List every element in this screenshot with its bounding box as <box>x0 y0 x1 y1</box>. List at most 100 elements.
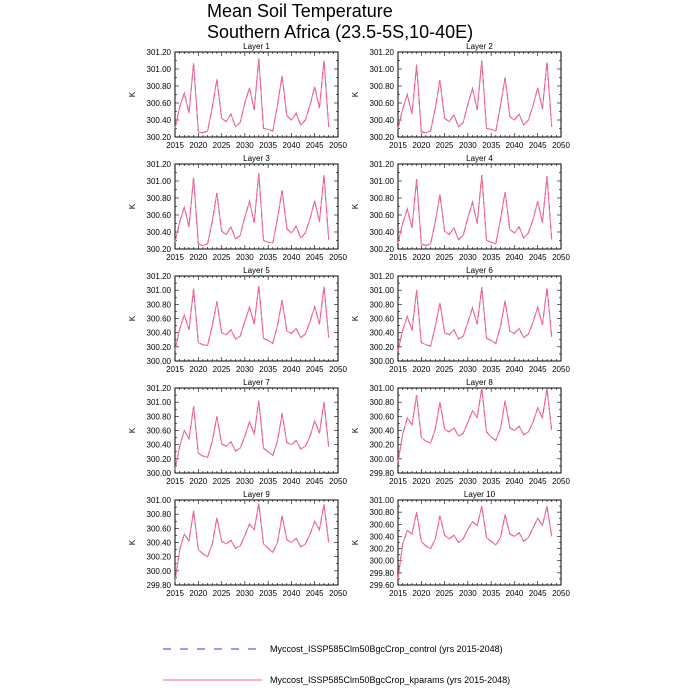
y-tick-label: 300.40 <box>370 532 395 541</box>
panel-layer-6: Layer 6 K 2015 2020 2025 2030 2035 2040 2045 2050… <box>351 266 570 374</box>
series-line-control <box>397 505 553 579</box>
x-tick-label: 2025 <box>436 365 454 374</box>
x-tick-label: 2035 <box>482 141 500 150</box>
y-axis-label: K <box>128 203 137 209</box>
y-tick-label: 301.00 <box>370 177 395 186</box>
y-tick-label: 300.20 <box>370 245 395 254</box>
y-tick-label: 300.20 <box>370 133 395 142</box>
y-tick-label: 300.60 <box>147 315 172 324</box>
y-tick-label: 300.80 <box>147 510 172 519</box>
panel-layer-1: Layer 1 K 2015 2020 2025 2030 2035 2040 2045 2050… <box>128 42 347 150</box>
y-tick-label: 300.40 <box>147 441 172 450</box>
y-tick-label: 300.40 <box>147 116 172 125</box>
y-tick-label: 301.20 <box>370 48 395 57</box>
x-tick-label: 2050 <box>329 141 347 150</box>
x-tick-label: 2050 <box>329 365 347 374</box>
y-tick-label: 299.80 <box>370 469 395 478</box>
x-tick-label: 2020 <box>412 253 430 262</box>
y-tick-label: 300.20 <box>147 553 172 562</box>
y-tick-label: 300.40 <box>370 116 395 125</box>
figure-title-line2: Southern Africa (23.5-5S,10-40E) <box>207 22 473 42</box>
x-tick-label: 2050 <box>329 253 347 262</box>
y-tick-label: 300.60 <box>370 315 395 324</box>
panel-title: Layer 10 <box>464 490 496 499</box>
y-tick-label: 300.80 <box>370 300 395 309</box>
x-tick-label: 2050 <box>552 365 570 374</box>
x-tick-label: 2025 <box>436 589 454 598</box>
plot-frame <box>174 499 339 586</box>
x-tick-label: 2035 <box>482 253 500 262</box>
y-axis-label: K <box>351 203 360 209</box>
y-axis-label: K <box>351 315 360 321</box>
series-line-kparams <box>174 285 330 351</box>
series-line-control <box>174 400 330 470</box>
panel-layer-2: Layer 2 K 2015 2020 2025 2030 2035 2040 2045 2050… <box>351 42 570 150</box>
y-tick-label: 300.80 <box>147 194 172 203</box>
y-axis-label: K <box>351 427 360 433</box>
plot-frame <box>174 387 339 474</box>
panel-layer-5: Layer 5 K 2015 2020 2025 2030 2035 2040 2045 2050… <box>128 266 347 374</box>
x-tick-label: 2020 <box>189 477 207 486</box>
x-tick-label: 2045 <box>529 365 547 374</box>
plot-frame <box>174 51 339 138</box>
x-tick-label: 2015 <box>166 141 184 150</box>
x-tick-label: 2030 <box>459 141 477 150</box>
x-tick-label: 2025 <box>436 253 454 262</box>
x-tick-label: 2035 <box>259 365 277 374</box>
x-tick-label: 2030 <box>459 365 477 374</box>
y-tick-label: 300.80 <box>147 412 172 421</box>
x-tick-label: 2025 <box>213 253 231 262</box>
y-tick-label: 301.00 <box>370 65 395 74</box>
x-tick-label: 2030 <box>236 253 254 262</box>
y-tick-label: 300.40 <box>370 329 395 338</box>
panel-title: Layer 3 <box>243 154 270 163</box>
series-line-kparams <box>174 400 330 470</box>
legend-label-kparams: Myccost_ISSP585Clm50BgcCrop_kparams (yrs… <box>270 675 510 685</box>
x-tick-label: 2035 <box>259 141 277 150</box>
y-axis-label: K <box>128 539 137 545</box>
y-tick-label: 301.20 <box>370 160 395 169</box>
y-tick-label: 300.60 <box>370 520 395 529</box>
x-tick-label: 2020 <box>189 253 207 262</box>
y-tick-label: 300.40 <box>370 427 395 436</box>
y-tick-label: 300.00 <box>370 557 395 566</box>
x-tick-label: 2050 <box>329 477 347 486</box>
y-tick-label: 301.20 <box>147 384 172 393</box>
panel-title: Layer 9 <box>243 490 270 499</box>
series-line-kparams <box>397 287 553 352</box>
y-tick-label: 300.20 <box>370 441 395 450</box>
x-tick-label: 2045 <box>306 253 324 262</box>
x-tick-label: 2030 <box>459 589 477 598</box>
x-tick-label: 2045 <box>529 477 547 486</box>
y-tick-label: 301.20 <box>147 48 172 57</box>
x-tick-label: 2040 <box>283 589 301 598</box>
panel-title: Layer 6 <box>466 266 493 275</box>
y-tick-label: 300.60 <box>147 99 172 108</box>
x-tick-label: 2015 <box>389 589 407 598</box>
y-tick-label: 300.20 <box>147 245 172 254</box>
series-line-kparams <box>397 505 553 579</box>
x-tick-label: 2035 <box>259 589 277 598</box>
x-tick-label: 2015 <box>389 253 407 262</box>
x-tick-label: 2045 <box>529 589 547 598</box>
y-tick-label: 300.20 <box>147 455 172 464</box>
y-tick-label: 300.80 <box>147 82 172 91</box>
x-tick-label: 2035 <box>259 253 277 262</box>
panel-title: Layer 7 <box>243 378 270 387</box>
x-tick-label: 2040 <box>506 477 524 486</box>
x-tick-label: 2015 <box>166 253 184 262</box>
x-tick-label: 2045 <box>306 365 324 374</box>
series-line-kparams <box>174 503 330 582</box>
y-tick-label: 301.20 <box>147 160 172 169</box>
x-tick-label: 2045 <box>306 477 324 486</box>
x-tick-label: 2035 <box>482 365 500 374</box>
x-tick-label: 2020 <box>412 141 430 150</box>
y-tick-label: 300.80 <box>370 508 395 517</box>
y-tick-label: 300.20 <box>370 545 395 554</box>
panel-layer-3: Layer 3 K 2015 2020 2025 2030 2035 2040 2045 2050… <box>128 154 347 262</box>
y-tick-label: 301.00 <box>147 398 172 407</box>
x-tick-label: 2050 <box>552 141 570 150</box>
x-tick-label: 2020 <box>412 589 430 598</box>
y-tick-label: 300.00 <box>370 455 395 464</box>
